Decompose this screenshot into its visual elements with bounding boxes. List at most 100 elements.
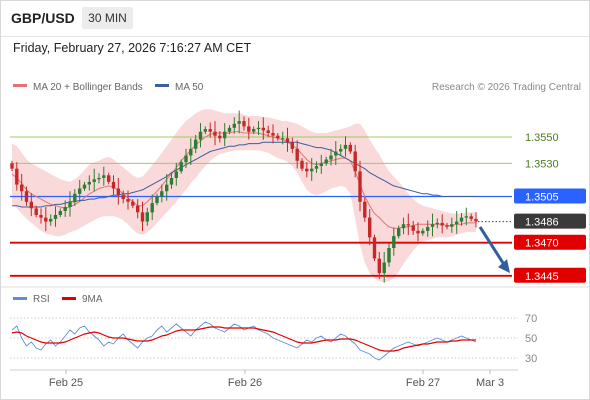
level-label-4: 1.3470 bbox=[525, 238, 559, 250]
candle bbox=[261, 117, 265, 140]
x-tick-label: Feb 26 bbox=[228, 377, 262, 389]
candle bbox=[68, 191, 72, 217]
rsi-ma-legend-label: 9MA bbox=[82, 294, 103, 305]
x-tick-label: Mar 3 bbox=[476, 377, 504, 389]
candle bbox=[82, 181, 87, 191]
candle bbox=[440, 214, 444, 234]
candle bbox=[464, 207, 468, 226]
candle bbox=[276, 133, 280, 141]
candle bbox=[34, 205, 38, 218]
candle bbox=[314, 161, 319, 173]
candle bbox=[213, 121, 217, 146]
candle bbox=[198, 123, 203, 148]
level-label-1: 1.3530 bbox=[525, 158, 559, 170]
candle bbox=[29, 193, 33, 217]
candle bbox=[242, 116, 246, 131]
candle bbox=[174, 162, 178, 186]
candle bbox=[353, 144, 357, 178]
candle bbox=[310, 158, 314, 181]
candle bbox=[372, 234, 377, 261]
candle bbox=[10, 160, 14, 172]
candle bbox=[111, 175, 116, 195]
ma20-legend-swatch bbox=[13, 84, 27, 87]
candle bbox=[160, 184, 164, 203]
forecast-arrow bbox=[478, 226, 507, 267]
candle bbox=[334, 141, 338, 165]
candle bbox=[256, 121, 261, 135]
candle bbox=[145, 207, 149, 226]
x-tick-label: Feb 27 bbox=[406, 377, 440, 389]
candle bbox=[459, 213, 464, 226]
candle bbox=[131, 199, 135, 209]
candle bbox=[329, 148, 333, 166]
candle bbox=[97, 173, 101, 184]
candle bbox=[116, 178, 120, 205]
candle bbox=[121, 190, 125, 204]
candle bbox=[169, 173, 174, 189]
rsi-legend-swatch bbox=[13, 297, 27, 300]
timeframe-badge[interactable]: 30 MIN bbox=[82, 7, 133, 29]
candle bbox=[377, 252, 381, 280]
candle bbox=[339, 144, 343, 156]
candle bbox=[401, 217, 406, 235]
candle bbox=[20, 174, 24, 201]
forecast-arrowhead bbox=[498, 259, 510, 274]
candle bbox=[155, 193, 159, 206]
candle bbox=[227, 125, 232, 135]
candle bbox=[92, 168, 96, 192]
header-bar: GBP/USD 30 MIN bbox=[0, 0, 590, 37]
candle bbox=[348, 142, 352, 154]
rsi-legend-label: RSI bbox=[33, 294, 50, 305]
rsi-tick-label: 50 bbox=[525, 333, 537, 345]
candle bbox=[416, 222, 420, 242]
candle bbox=[358, 160, 362, 212]
candle bbox=[44, 207, 48, 232]
level-label-5-bg bbox=[514, 267, 586, 283]
level-label-2: 1.3505 bbox=[525, 192, 559, 204]
rsi-ma-legend-swatch bbox=[62, 297, 76, 300]
level-label-0: 1.3550 bbox=[525, 132, 559, 144]
candle bbox=[387, 243, 391, 267]
symbol-label: GBP/USD bbox=[11, 10, 75, 26]
candle bbox=[445, 222, 449, 230]
candle bbox=[15, 162, 19, 191]
candle bbox=[184, 148, 188, 169]
candle bbox=[223, 123, 227, 147]
candle bbox=[203, 126, 207, 135]
candle bbox=[450, 217, 454, 233]
level-label-3-bg bbox=[514, 213, 586, 229]
datetime-label: Friday, February 27, 2026 7:16:27 AM CET bbox=[13, 41, 252, 55]
candle bbox=[324, 156, 328, 166]
candle bbox=[208, 122, 212, 138]
rsi-tick-label: 70 bbox=[525, 313, 537, 325]
candle bbox=[252, 126, 256, 135]
candle bbox=[426, 220, 430, 237]
candle bbox=[126, 190, 130, 210]
candle bbox=[266, 125, 270, 138]
ma50-line bbox=[12, 141, 476, 208]
candle bbox=[150, 194, 154, 221]
candle bbox=[189, 138, 193, 165]
candle bbox=[58, 208, 62, 218]
candle bbox=[435, 218, 439, 229]
candle bbox=[179, 159, 183, 174]
candle bbox=[165, 174, 169, 201]
candle bbox=[285, 127, 290, 152]
x-tick-label: Feb 25 bbox=[49, 377, 83, 389]
candle bbox=[73, 189, 77, 206]
candle bbox=[455, 211, 459, 234]
candle bbox=[39, 208, 43, 224]
candle bbox=[194, 135, 198, 154]
candle bbox=[237, 110, 241, 134]
candle bbox=[218, 131, 222, 143]
candle bbox=[343, 136, 348, 157]
candle bbox=[136, 199, 140, 219]
candle bbox=[305, 162, 309, 178]
candle bbox=[63, 200, 67, 217]
level-label-5: 1.3445 bbox=[525, 271, 559, 283]
candle bbox=[300, 158, 304, 172]
candle bbox=[411, 220, 415, 235]
candle bbox=[78, 179, 82, 202]
candle bbox=[49, 214, 53, 226]
